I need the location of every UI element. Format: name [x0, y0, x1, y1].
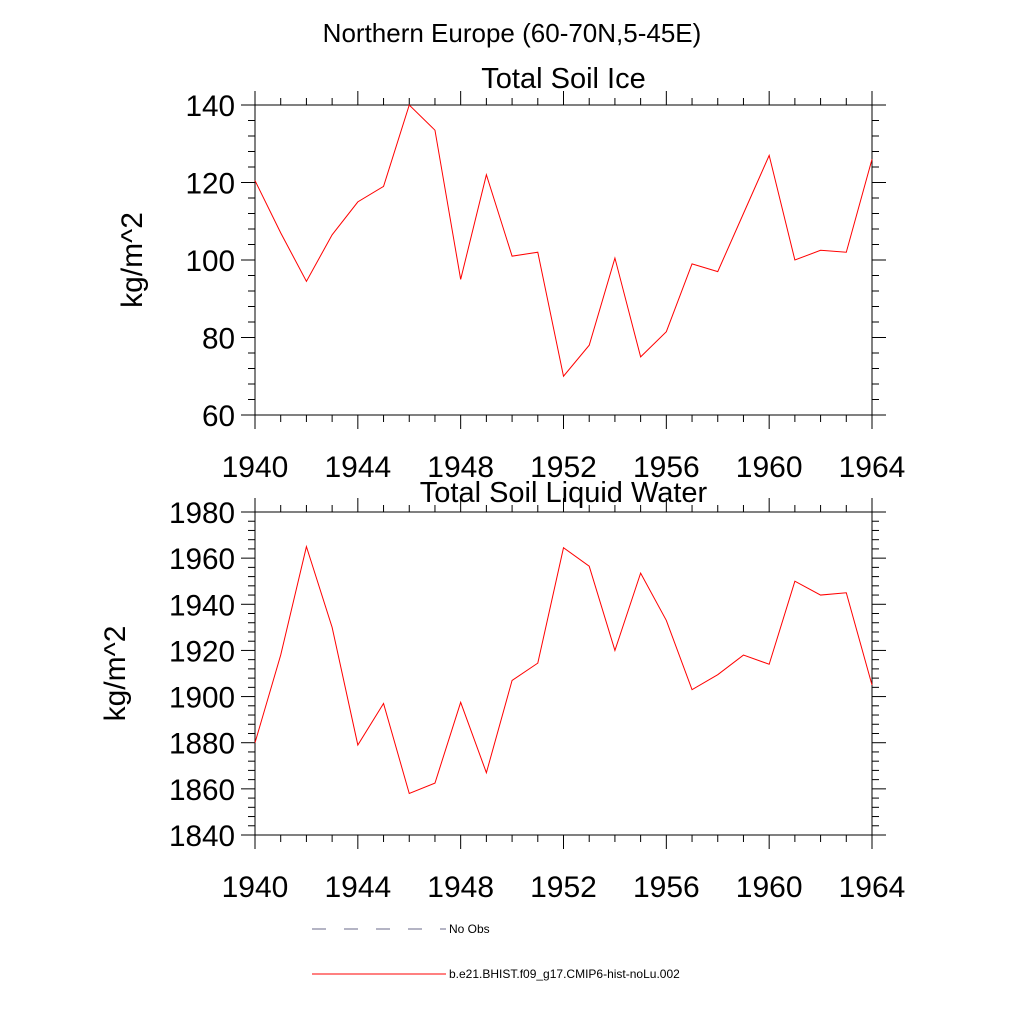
x-tick-label: 1940 [222, 871, 289, 904]
plot-frame [254, 511, 873, 836]
figure-title: Northern Europe (60-70N,5-45E) [323, 18, 702, 48]
y-tick-label: 1940 [169, 589, 235, 622]
x-tick-label: 1948 [427, 871, 494, 904]
y-tick-label: 1900 [169, 682, 235, 715]
y-tick-label: 1980 [169, 497, 235, 530]
y-axis-label: kg/m^2 [116, 212, 149, 308]
y-tick-label: 1860 [169, 774, 235, 807]
y-tick-label: 140 [185, 90, 235, 123]
x-tick-label: 1964 [839, 871, 906, 904]
y-tick-label: 120 [185, 168, 235, 201]
chart-panels: Total Soil Ice 60 80 100 120 140 1940 1944 1948 1… [99, 63, 905, 904]
legend: No Obs b.e21.BHIST.f09_g17.CMIP6-hist-noL… [312, 922, 680, 981]
x-tick-label: 1960 [736, 871, 803, 904]
y-tick-label: 80 [202, 323, 235, 356]
x-tick-label: 1956 [633, 871, 700, 904]
panel-title: Total Soil Ice [481, 63, 645, 95]
y-tick-label: 100 [185, 245, 235, 278]
x-tick-label: 1940 [222, 451, 289, 484]
chart-panel: Total Soil Liquid Water18401860188019001… [99, 477, 905, 904]
series-line [254, 104, 873, 378]
y-tick-label: 60 [202, 400, 235, 433]
x-tick-label: 1952 [530, 871, 597, 904]
x-tick-label: 1960 [736, 451, 803, 484]
y-axis-label: kg/m^2 [99, 626, 132, 722]
x-tick-label: 1944 [324, 451, 391, 484]
x-tick-label: 1956 [633, 451, 700, 484]
x-tick-label: 1948 [427, 451, 494, 484]
y-tick-label: 1880 [169, 728, 235, 761]
x-tick-label: 1964 [839, 451, 906, 484]
y-tick-label: 1960 [169, 543, 235, 576]
chart-panel: Total Soil Ice 60 80 100 120 140 1940 1944 1948 1… [116, 63, 905, 484]
legend-label: b.e21.BHIST.f09_g17.CMIP6-hist-noLu.002 [449, 967, 680, 981]
plot-frame [254, 104, 873, 416]
series-line [254, 544, 873, 795]
x-tick-label: 1944 [324, 871, 391, 904]
y-tick-label: 1920 [169, 635, 235, 668]
legend-label: No Obs [449, 922, 490, 936]
x-tick-label: 1952 [530, 451, 597, 484]
y-tick-label: 1840 [169, 820, 235, 853]
